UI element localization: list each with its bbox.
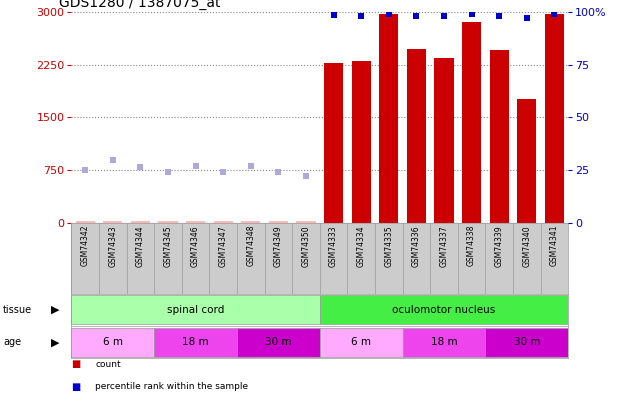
Bar xyxy=(320,295,568,324)
Bar xyxy=(324,64,343,223)
Bar xyxy=(103,220,122,223)
Text: GSM74344: GSM74344 xyxy=(136,225,145,266)
Text: spinal cord: spinal cord xyxy=(167,305,224,315)
Bar xyxy=(320,328,402,357)
Text: GSM74339: GSM74339 xyxy=(495,225,504,266)
Text: GSM74340: GSM74340 xyxy=(522,225,532,266)
Bar xyxy=(71,328,154,357)
Text: GSM74346: GSM74346 xyxy=(191,225,200,266)
Text: 18 m: 18 m xyxy=(431,337,457,347)
Text: GSM74348: GSM74348 xyxy=(247,225,255,266)
Text: GSM74345: GSM74345 xyxy=(163,225,173,266)
Bar xyxy=(241,221,260,223)
Text: GSM74349: GSM74349 xyxy=(274,225,283,266)
Text: GSM74333: GSM74333 xyxy=(329,225,338,266)
Bar xyxy=(269,221,288,223)
Text: 6 m: 6 m xyxy=(103,337,123,347)
Text: 6 m: 6 m xyxy=(351,337,371,347)
Text: GSM74336: GSM74336 xyxy=(412,225,421,266)
Bar xyxy=(489,50,509,223)
Bar xyxy=(486,328,568,357)
Text: GSM74350: GSM74350 xyxy=(302,225,310,266)
Bar xyxy=(379,13,399,223)
Bar xyxy=(351,61,371,223)
Text: ■: ■ xyxy=(71,404,81,405)
Bar xyxy=(237,328,320,357)
Text: GSM74335: GSM74335 xyxy=(384,225,393,266)
Text: percentile rank within the sample: percentile rank within the sample xyxy=(95,382,248,391)
Bar xyxy=(154,328,237,357)
Text: ▶: ▶ xyxy=(51,337,60,347)
Text: GSM74337: GSM74337 xyxy=(440,225,448,266)
Bar xyxy=(402,328,486,357)
Text: count: count xyxy=(95,360,120,369)
Bar xyxy=(214,221,233,223)
Text: GSM74347: GSM74347 xyxy=(219,225,228,266)
Bar xyxy=(545,13,564,223)
Text: ▶: ▶ xyxy=(51,305,60,315)
Bar xyxy=(158,221,178,223)
Text: tissue: tissue xyxy=(3,305,32,315)
Bar xyxy=(186,221,206,223)
Text: GDS1280 / 1387075_at: GDS1280 / 1387075_at xyxy=(59,0,220,10)
Text: oculomotor nucleus: oculomotor nucleus xyxy=(392,305,496,315)
Text: GSM74343: GSM74343 xyxy=(108,225,117,266)
Bar xyxy=(517,99,537,223)
Bar xyxy=(71,295,320,324)
Text: 30 m: 30 m xyxy=(265,337,292,347)
Text: ■: ■ xyxy=(71,360,81,369)
Text: GSM74334: GSM74334 xyxy=(356,225,366,266)
Bar xyxy=(76,221,95,223)
Text: GSM74338: GSM74338 xyxy=(467,225,476,266)
Text: 18 m: 18 m xyxy=(183,337,209,347)
Bar xyxy=(434,58,454,223)
Bar xyxy=(462,22,481,223)
Text: ■: ■ xyxy=(71,382,81,392)
Text: age: age xyxy=(3,337,21,347)
Text: GSM74341: GSM74341 xyxy=(550,225,559,266)
Bar xyxy=(296,221,315,223)
Bar xyxy=(131,221,150,223)
Text: 30 m: 30 m xyxy=(514,337,540,347)
Bar xyxy=(407,49,426,223)
Text: GSM74342: GSM74342 xyxy=(81,225,89,266)
